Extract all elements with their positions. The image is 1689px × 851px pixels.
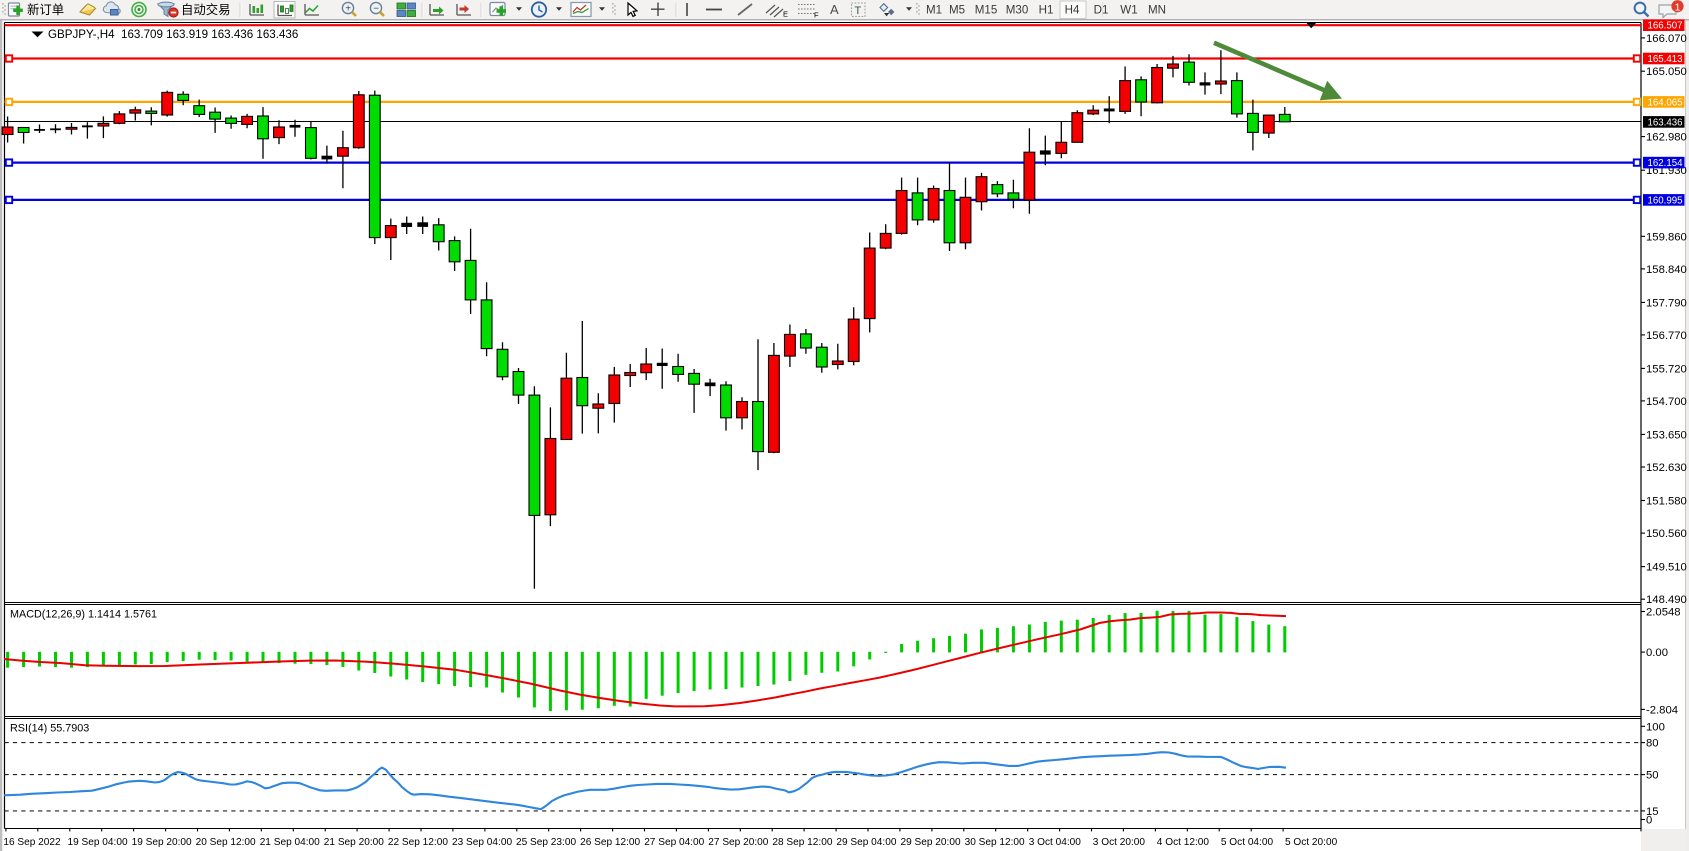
svg-text:162.154: 162.154 [1648,158,1684,169]
svg-text:F: F [814,11,819,20]
svg-text:157.790: 157.790 [1646,297,1687,309]
svg-text:新订单: 新订单 [27,2,64,17]
svg-text:3 Oct 04:00: 3 Oct 04:00 [1029,837,1082,848]
svg-text:M15: M15 [975,4,998,17]
svg-text:A: A [830,2,839,17]
svg-text:M1: M1 [926,4,942,17]
svg-text:0.00: 0.00 [1646,647,1668,659]
svg-text:19 Sep 20:00: 19 Sep 20:00 [132,837,192,848]
svg-text:H1: H1 [1039,4,1054,17]
svg-text:154.700: 154.700 [1646,396,1687,408]
svg-text:MN: MN [1148,4,1166,17]
svg-text:150.560: 150.560 [1646,528,1687,540]
svg-text:自动交易: 自动交易 [181,2,231,17]
svg-text:23 Sep 04:00: 23 Sep 04:00 [452,837,512,848]
svg-text:T: T [855,5,862,17]
svg-text:155.720: 155.720 [1646,363,1687,375]
svg-text:W1: W1 [1120,4,1137,17]
svg-text:25 Sep 23:00: 25 Sep 23:00 [516,837,576,848]
svg-text:21 Sep 04:00: 21 Sep 04:00 [260,837,320,848]
svg-text:165.050: 165.050 [1646,66,1687,78]
svg-text:160.995: 160.995 [1648,195,1683,206]
svg-text:2.0548: 2.0548 [1646,607,1681,619]
svg-text:158.840: 158.840 [1646,264,1687,276]
svg-text:16 Sep 2022: 16 Sep 2022 [3,837,61,848]
svg-text:148.490: 148.490 [1646,594,1687,606]
svg-text:3 Oct 20:00: 3 Oct 20:00 [1093,837,1146,848]
svg-text:153.650: 153.650 [1646,429,1687,441]
svg-text:159.860: 159.860 [1646,231,1687,243]
svg-text:28 Sep 12:00: 28 Sep 12:00 [772,837,832,848]
svg-text:H4: H4 [1065,4,1080,17]
svg-text:29 Sep 20:00: 29 Sep 20:00 [901,837,961,848]
svg-text:151.580: 151.580 [1646,496,1687,508]
svg-text:1: 1 [1675,1,1681,13]
svg-text:MACD(12,26,9) 1.1414 1.5761: MACD(12,26,9) 1.1414 1.5761 [10,609,157,621]
svg-text:M5: M5 [949,4,965,17]
svg-text:26 Sep 12:00: 26 Sep 12:00 [580,837,640,848]
svg-text:166.507: 166.507 [1648,21,1683,32]
svg-text:GBPJPY-,H4 163.709 163.919 16: GBPJPY-,H4 163.709 163.919 163.436 163.4… [48,28,298,41]
svg-text:29 Sep 04:00: 29 Sep 04:00 [836,837,896,848]
svg-text:-2.804: -2.804 [1646,704,1678,716]
svg-text:162.980: 162.980 [1646,132,1687,144]
svg-text:164.065: 164.065 [1648,97,1683,108]
svg-text:27 Sep 20:00: 27 Sep 20:00 [708,837,768,848]
svg-text:166.070: 166.070 [1646,33,1687,45]
svg-text:156.770: 156.770 [1646,330,1687,342]
svg-text:50: 50 [1646,770,1659,782]
svg-text:E: E [783,10,788,19]
svg-text:152.630: 152.630 [1646,462,1687,474]
svg-text:22 Sep 12:00: 22 Sep 12:00 [388,837,448,848]
svg-text:163.436: 163.436 [1648,117,1683,128]
svg-text:0: 0 [1646,815,1652,827]
svg-text:165.413: 165.413 [1648,54,1683,65]
svg-text:15: 15 [1646,806,1659,818]
svg-text:20 Sep 12:00: 20 Sep 12:00 [196,837,256,848]
svg-text:100: 100 [1646,721,1665,733]
svg-text:D1: D1 [1094,4,1109,17]
svg-text:+: + [345,3,351,14]
svg-text:−: − [373,3,379,14]
svg-text:5 Oct 20:00: 5 Oct 20:00 [1285,837,1338,848]
svg-text:4 Oct 12:00: 4 Oct 12:00 [1157,837,1210,848]
svg-text:RSI(14) 55.7903: RSI(14) 55.7903 [10,723,89,735]
svg-text:27 Sep 04:00: 27 Sep 04:00 [644,837,704,848]
svg-text:80: 80 [1646,738,1659,750]
svg-text:5 Oct 04:00: 5 Oct 04:00 [1221,837,1274,848]
svg-text:30 Sep 12:00: 30 Sep 12:00 [965,837,1025,848]
svg-text:19 Sep 04:00: 19 Sep 04:00 [68,837,128,848]
svg-text:149.510: 149.510 [1646,562,1687,574]
svg-text:M30: M30 [1006,4,1029,17]
svg-text:21 Sep 20:00: 21 Sep 20:00 [324,837,384,848]
